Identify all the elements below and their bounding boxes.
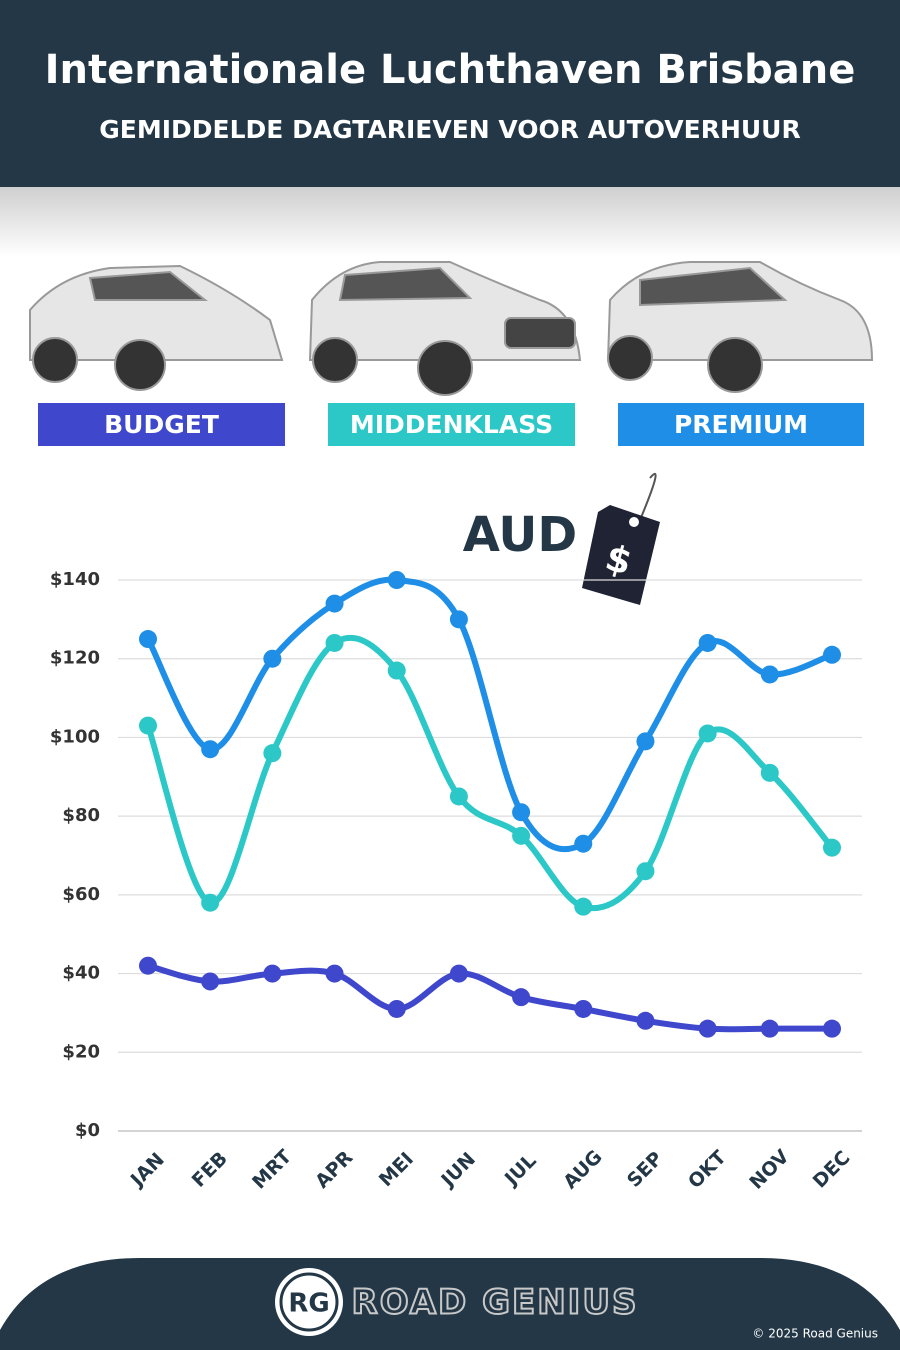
price-tag: $ — [582, 472, 660, 605]
point — [574, 999, 593, 1018]
point — [201, 972, 220, 991]
y-tick-label: $140 — [50, 569, 100, 590]
point — [512, 803, 531, 822]
point — [139, 716, 157, 735]
x-tick-label: FEB — [188, 1148, 232, 1192]
legend-label: PREMIUM — [674, 410, 808, 439]
brand: ROAD GENIUS — [352, 1283, 639, 1323]
legend-swatch — [328, 403, 575, 446]
point — [263, 649, 282, 668]
point — [201, 740, 220, 759]
series-line — [145, 962, 835, 1033]
y-tick-label: $100 — [50, 726, 100, 747]
point — [325, 633, 344, 652]
x-tick-label: NOV — [745, 1145, 793, 1193]
legend-swatch — [618, 403, 864, 446]
header-shadow — [0, 187, 900, 257]
point — [512, 826, 531, 845]
logo-circle — [275, 1268, 343, 1336]
y-tick-label: $80 — [62, 805, 100, 826]
point — [636, 1011, 655, 1030]
y-tick-label: $0 — [75, 1120, 100, 1141]
logo-text: RG — [288, 1289, 329, 1319]
x-tick-label: DEC — [809, 1147, 855, 1193]
point — [201, 893, 220, 912]
point — [325, 964, 344, 983]
point — [512, 988, 531, 1007]
point — [698, 633, 717, 652]
subtitle: GEMIDDELDE DAGTARIEVEN VOOR AUTOVERHUUR — [99, 115, 800, 144]
point — [139, 630, 157, 649]
point — [263, 964, 282, 983]
x-tick-label: APR — [311, 1146, 357, 1192]
x-tick-label: JUL — [499, 1150, 540, 1191]
point — [387, 661, 406, 680]
y-tick-label: $60 — [62, 884, 100, 905]
x-tick-label: SEP — [623, 1147, 667, 1191]
copyright: © 2025 Road Genius — [752, 1327, 878, 1341]
point — [449, 610, 468, 629]
car-midden — [308, 261, 582, 396]
point — [387, 999, 406, 1018]
currency-label: AUD — [463, 507, 578, 563]
x-tick-label: MRT — [248, 1146, 296, 1194]
point — [636, 862, 655, 881]
point — [760, 1019, 779, 1038]
y-tick-label: $20 — [62, 1041, 100, 1062]
point — [760, 665, 779, 684]
point — [760, 763, 779, 782]
x-tick-label: MEI — [375, 1148, 418, 1191]
x-tick-label: OKT — [684, 1146, 731, 1193]
point — [823, 645, 841, 664]
point — [449, 787, 468, 806]
point — [698, 724, 717, 743]
car-premium — [606, 261, 874, 393]
point — [449, 964, 468, 983]
point — [263, 744, 282, 763]
point — [636, 732, 655, 751]
x-tick-label: AUG — [559, 1146, 606, 1193]
point — [387, 571, 406, 589]
series-line — [145, 635, 835, 912]
y-tick-label: $40 — [62, 963, 100, 984]
point — [698, 1019, 717, 1038]
point — [139, 956, 157, 975]
x-tick-label: JUN — [436, 1148, 480, 1192]
header-band — [0, 0, 900, 187]
title: Internationale Luchthaven Brisbane — [45, 47, 856, 93]
point — [574, 897, 593, 916]
point — [823, 838, 841, 857]
point — [574, 834, 593, 853]
legend-swatch — [38, 403, 285, 446]
footer-band — [0, 1258, 900, 1350]
logo-ring — [279, 1272, 339, 1332]
point — [823, 1019, 841, 1038]
legend-label: MIDDENKLASS — [350, 410, 553, 439]
x-tick-label: JAN — [125, 1149, 169, 1193]
y-tick-label: $120 — [50, 648, 100, 669]
legend-label: BUDGET — [104, 410, 219, 439]
car-budget — [29, 264, 284, 391]
point — [325, 594, 344, 613]
